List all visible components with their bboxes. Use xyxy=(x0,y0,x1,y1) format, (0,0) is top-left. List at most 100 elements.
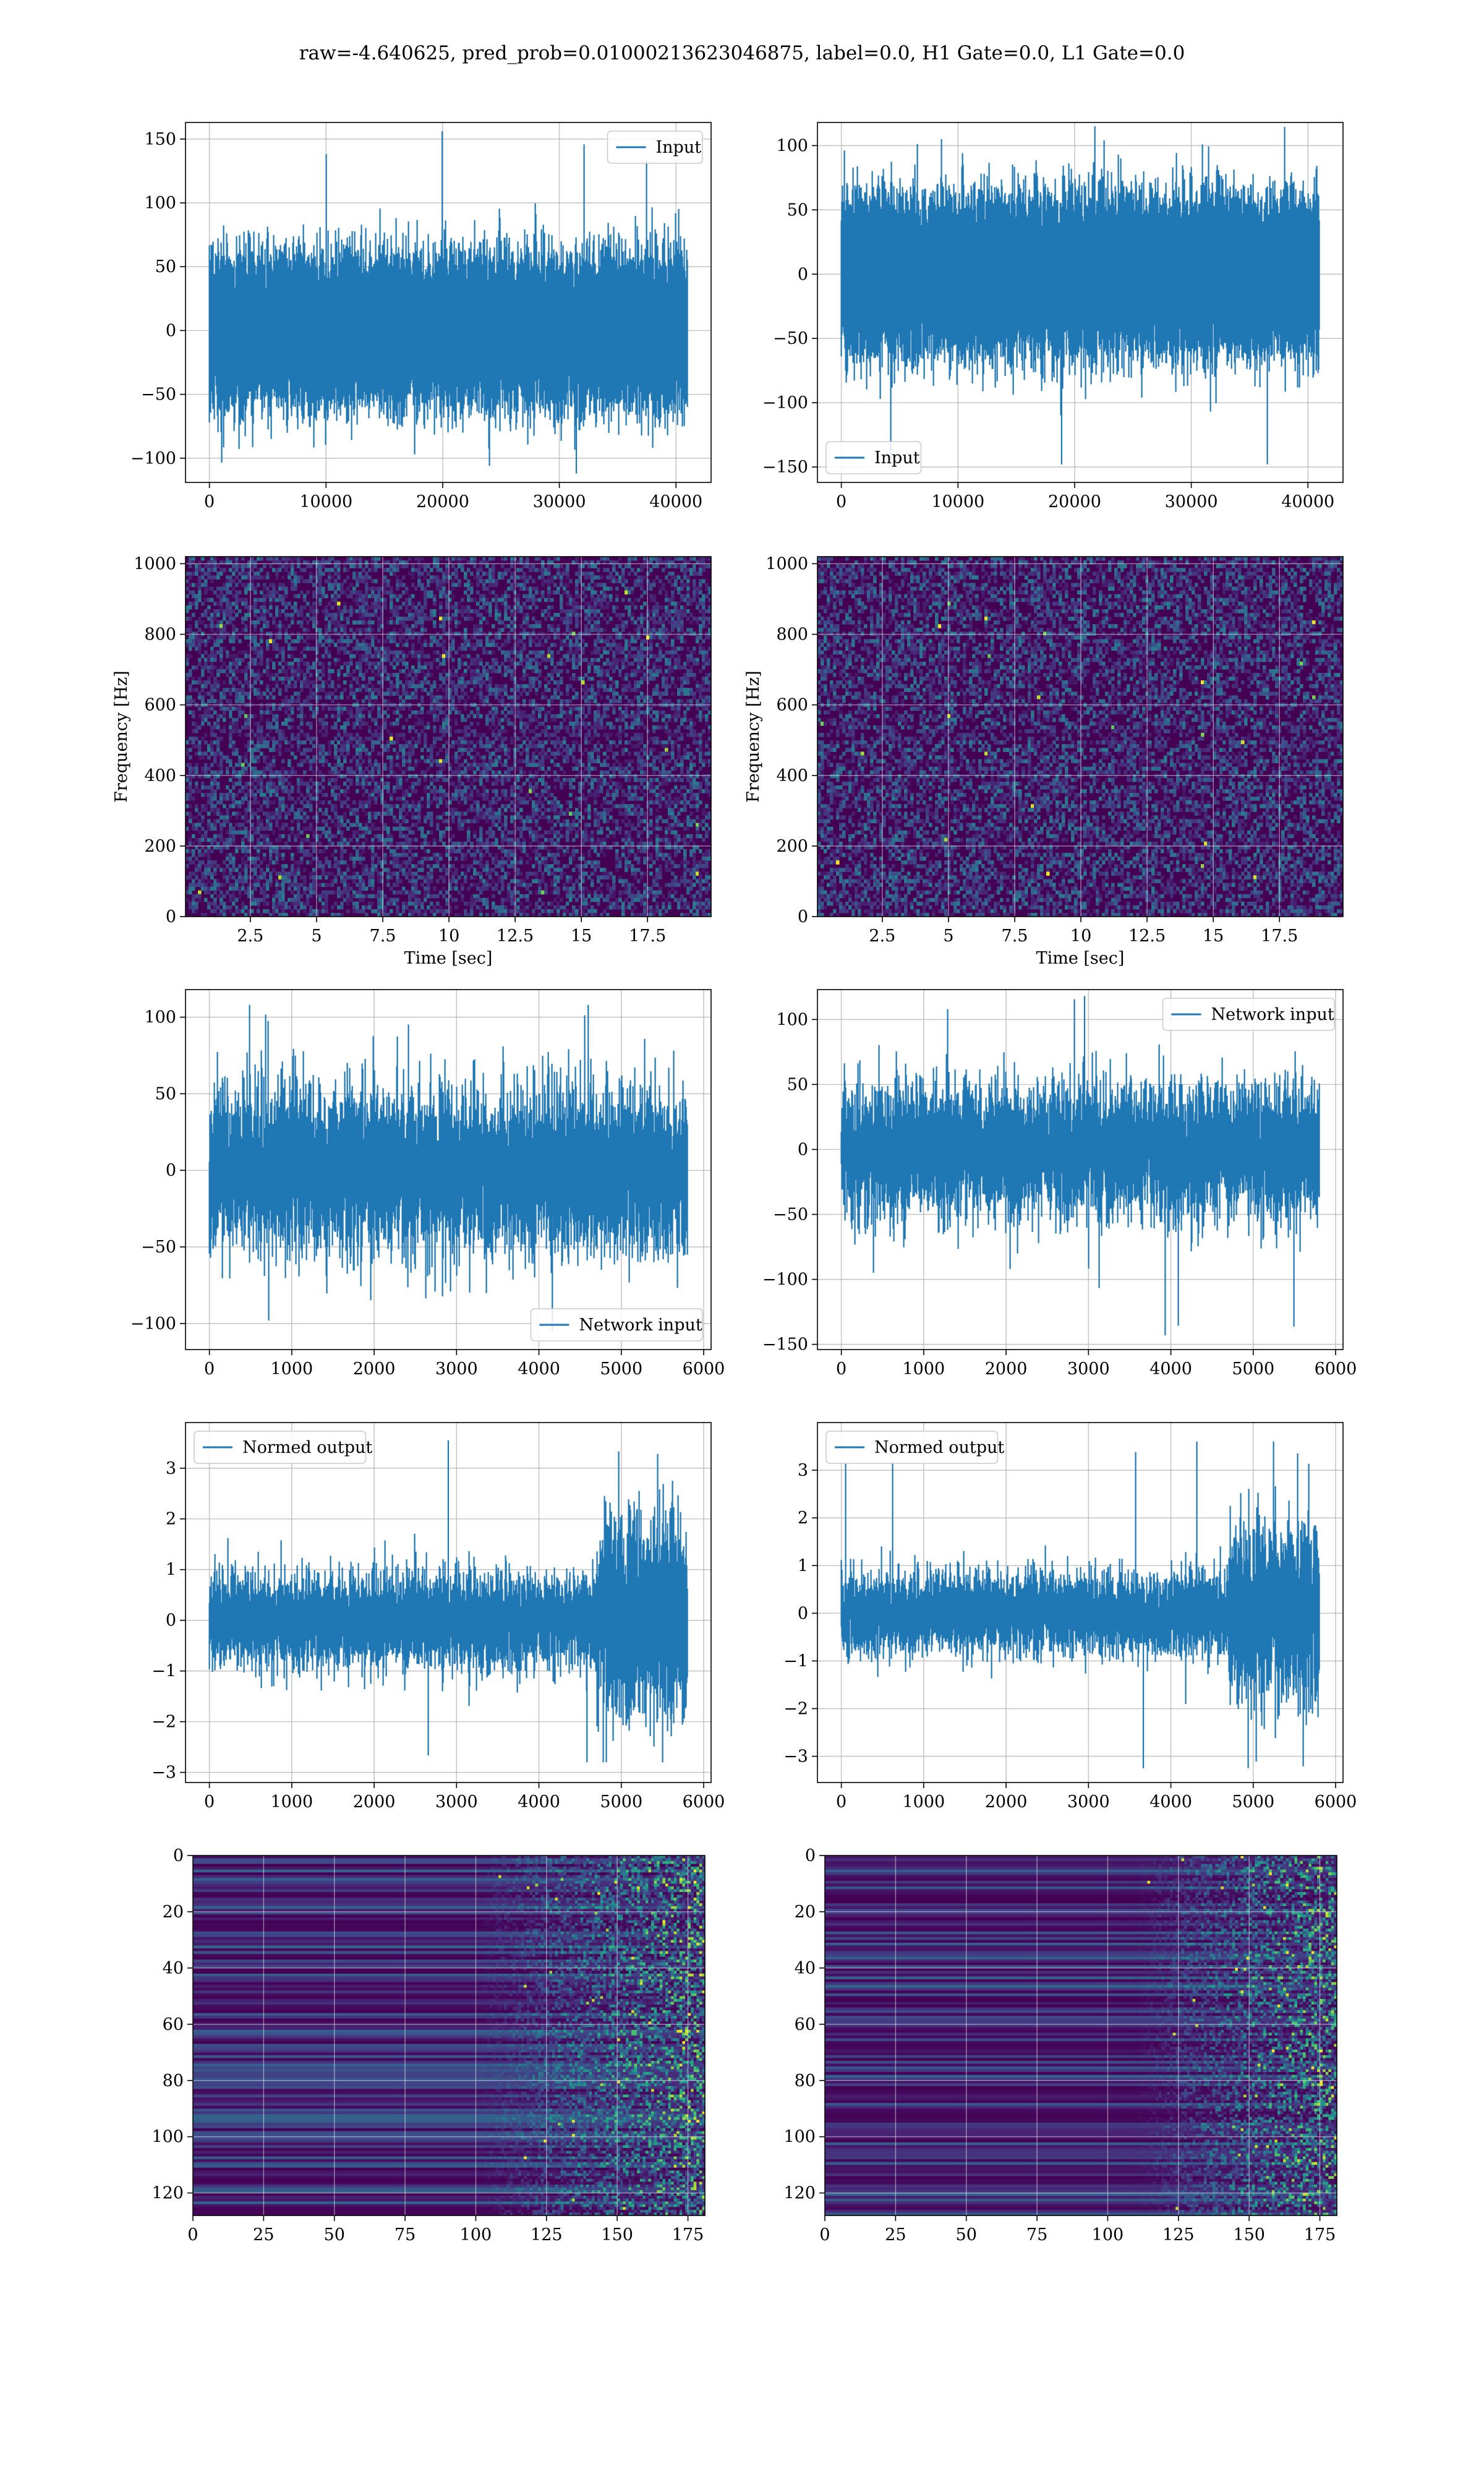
x-tick-label: 0 xyxy=(204,1359,215,1379)
panel-l1-spectrogram: 2.5 5 7.5 10 12.5 15 17.5 0 200 400 600 800 1000 Time… xyxy=(744,554,1344,968)
y-axis: −100 −50 0 50 100 xyxy=(130,1008,186,1333)
x-tick-label: 5000 xyxy=(600,1359,642,1379)
series-line xyxy=(208,1004,688,1332)
y-tick-label: −1 xyxy=(783,1651,808,1671)
y-tick-label: −50 xyxy=(141,1238,176,1257)
x-tick-label: 6000 xyxy=(1315,1359,1357,1379)
legend-label: Normed output xyxy=(874,1438,1004,1457)
x-tick-label: 75 xyxy=(1026,2225,1047,2245)
y-tick-label: 40 xyxy=(163,1959,184,1978)
y-tick-label: −100 xyxy=(762,393,808,413)
y-axis: −3 −2 −1 0 1 2 3 xyxy=(783,1461,817,1766)
y-tick-label: 0 xyxy=(798,1604,808,1623)
axes-frame xyxy=(824,1855,1337,2216)
x-tick-label: 4000 xyxy=(518,1359,560,1379)
series-line xyxy=(840,1441,1320,1768)
x-tick-label: 5 xyxy=(311,927,322,946)
axes-frame xyxy=(817,122,1344,483)
y-tick-label: 100 xyxy=(776,1010,808,1029)
panel-h1-input: 0 10000 20000 30000 40000 −100 −50 0 50 100 150 Inp… xyxy=(130,122,712,511)
x-tick-label: 3000 xyxy=(1067,1792,1110,1812)
x-tick-label: 1000 xyxy=(271,1792,313,1812)
y-tick-label: 0 xyxy=(166,321,176,340)
y-axis: −3 −2 −1 0 1 2 3 xyxy=(151,1459,186,1783)
y-tick-label: −100 xyxy=(130,1314,176,1333)
y-tick-label: 80 xyxy=(795,2071,816,2091)
y-tick-label: 100 xyxy=(783,2128,816,2147)
y-axis-label: Frequency [Hz] xyxy=(744,670,763,802)
panel-h1-normed-output: 0 1000 2000 3000 4000 5000 6000 −3 −2 −1 0 1 2 3 Norme… xyxy=(151,1422,725,1812)
x-tick-label: 12.5 xyxy=(497,927,534,946)
plot-area xyxy=(186,1423,711,1783)
x-tick-label: 4000 xyxy=(518,1792,560,1812)
legend-label: Input xyxy=(656,138,702,157)
x-tick-label: 5 xyxy=(943,927,953,946)
panel-l1-feature-map: 0 25 50 75 100 125 150 175 0 20 40 60 80 100 120 xyxy=(783,1846,1337,2245)
y-tick-label: 200 xyxy=(144,837,176,856)
x-tick-label: 10000 xyxy=(931,492,984,511)
x-tick-label: 1000 xyxy=(903,1792,945,1812)
plot-area xyxy=(186,990,711,1350)
x-axis: 2.5 5 7.5 10 12.5 15 17.5 xyxy=(869,917,1298,946)
y-tick-label: −1 xyxy=(151,1662,176,1681)
x-tick-label: 10000 xyxy=(299,492,352,511)
grid xyxy=(193,1856,705,2215)
y-tick-label: 0 xyxy=(166,1611,176,1630)
plot-area xyxy=(817,557,1343,917)
x-tick-label: 1000 xyxy=(271,1359,313,1379)
x-tick-label: 150 xyxy=(601,2225,633,2245)
x-tick-label: 2000 xyxy=(353,1359,396,1379)
y-tick-label: 2 xyxy=(166,1510,176,1529)
y-tick-label: 0 xyxy=(805,1846,816,1865)
y-tick-label: 200 xyxy=(776,837,808,856)
series-line xyxy=(208,1440,688,1763)
panel-l1-input: 0 10000 20000 30000 40000 −150 −100 −50 0 50 100 In… xyxy=(762,122,1344,511)
legend-label: Input xyxy=(874,448,920,468)
y-tick-label: 400 xyxy=(144,766,176,785)
y-tick-label: 120 xyxy=(151,2184,184,2203)
y-tick-label: 1000 xyxy=(765,554,808,573)
axes-frame xyxy=(817,989,1344,1350)
x-tick-label: 0 xyxy=(204,492,215,511)
x-tick-label: 150 xyxy=(1233,2225,1265,2245)
axes-frame xyxy=(185,556,712,917)
x-axis: 0 25 50 75 100 125 150 175 xyxy=(187,2215,704,2245)
y-tick-label: 50 xyxy=(155,1084,176,1103)
legend: Input xyxy=(607,131,703,164)
panel-h1-feature-map: 0 25 50 75 100 125 150 175 0 20 40 60 80 100 120 xyxy=(151,1846,706,2245)
x-tick-label: 6000 xyxy=(1315,1792,1357,1812)
y-tick-label: 100 xyxy=(144,1008,176,1027)
y-tick-label: −3 xyxy=(783,1747,808,1766)
legend: Normed output xyxy=(825,1431,1004,1464)
y-tick-label: −100 xyxy=(130,449,176,468)
y-tick-label: 50 xyxy=(787,1075,808,1094)
y-axis-label: Frequency [Hz] xyxy=(112,670,131,802)
x-tick-label: 25 xyxy=(885,2225,906,2245)
x-tick-label: 50 xyxy=(324,2225,345,2245)
x-tick-label: 75 xyxy=(394,2225,416,2245)
y-tick-label: 20 xyxy=(795,1903,816,1922)
plot-area xyxy=(186,122,711,482)
y-tick-label: 1 xyxy=(798,1556,808,1575)
x-tick-label: 0 xyxy=(819,2225,830,2245)
y-tick-label: 60 xyxy=(795,2015,816,2034)
x-tick-label: 0 xyxy=(187,2225,198,2245)
y-axis: 0 20 40 60 80 100 120 xyxy=(151,1846,193,2203)
y-tick-label: 2 xyxy=(798,1509,808,1528)
y-tick-label: 0 xyxy=(166,1161,176,1180)
x-tick-label: 6000 xyxy=(683,1792,725,1812)
x-axis: 0 10000 20000 30000 40000 xyxy=(836,482,1334,511)
x-tick-label: 20000 xyxy=(416,492,469,511)
x-tick-label: 10 xyxy=(438,927,459,946)
y-tick-label: −3 xyxy=(151,1763,176,1783)
figure-title: raw=-4.640625, pred_prob=0.0100021362304… xyxy=(0,42,1484,64)
legend: Network input xyxy=(530,1308,703,1342)
y-tick-label: −50 xyxy=(773,1205,808,1224)
x-tick-label: 25 xyxy=(253,2225,274,2245)
x-axis: 0 1000 2000 3000 4000 5000 6000 xyxy=(836,1350,1357,1379)
plot-area xyxy=(193,1856,705,2215)
x-tick-label: 17.5 xyxy=(629,927,666,946)
x-tick-label: 7.5 xyxy=(370,927,396,946)
y-tick-label: 1 xyxy=(166,1560,176,1580)
axes-frame xyxy=(185,1422,712,1783)
